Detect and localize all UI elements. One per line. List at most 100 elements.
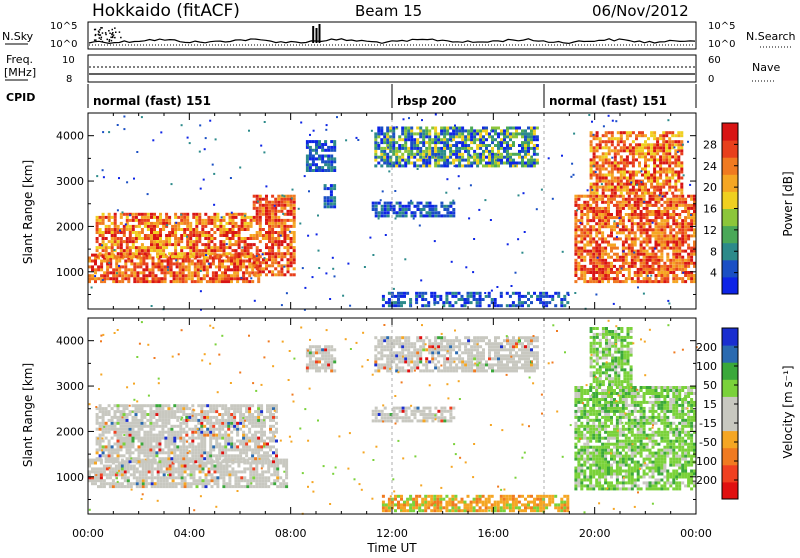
data-cell [635,146,638,149]
data-cell [680,140,683,143]
data-cell [461,153,464,156]
data-cell [253,255,256,258]
data-cell [601,201,604,204]
data-cell [293,210,296,213]
data-cell [270,482,273,485]
data-cell [634,222,637,225]
data-cell [404,127,407,130]
data-cell [675,198,678,201]
data-cell [643,262,646,265]
data-cell [205,485,208,488]
data-cell [109,485,112,488]
data-cell [330,157,333,160]
data-cell [129,231,132,234]
data-cell [154,476,157,479]
data-cell [135,422,138,425]
data-cell [482,141,485,144]
data-cell [407,132,410,135]
data-cell [631,277,634,280]
data-cell [179,274,182,277]
data-cell [114,243,117,246]
data-cell [595,268,598,271]
data-cell [135,419,138,422]
data-cell [333,199,336,202]
data-cell [434,159,437,162]
data-cell [280,228,283,231]
data-cell [143,413,146,416]
data-cell [401,129,404,132]
data-cell [583,250,586,253]
data-cell [406,292,409,295]
data-cell [640,271,643,274]
data-cell [674,189,677,192]
data-cell [124,277,127,280]
data-cell [437,214,440,217]
data-cell [590,131,593,134]
data-cell [500,156,503,159]
data-cell [512,132,515,135]
data-cell [161,416,164,419]
data-cell [637,256,640,259]
data-cell [607,280,610,283]
data-cell [156,246,159,249]
speckle-cell [264,257,266,259]
data-cell [255,476,258,479]
data-cell [265,246,268,249]
data-cell [231,485,234,488]
data-cell [161,434,164,437]
data-cell [152,404,155,407]
data-cell [105,216,108,219]
data-cell [96,246,99,249]
data-cell [577,241,580,244]
data-cell [146,437,149,440]
data-cell [161,422,164,425]
speckle-cell [456,127,458,129]
data-cell [527,292,530,295]
data-cell [680,177,683,180]
data-cell [622,262,625,265]
data-cell [659,168,662,171]
data-cell [164,445,167,448]
data-cell [158,280,161,283]
data-cell [601,247,604,250]
speckle-cell [122,211,124,213]
data-cell [102,407,105,410]
data-cell [274,255,277,258]
data-cell [675,259,678,262]
data-cell [169,482,172,485]
data-cell [595,277,598,280]
data-cell [203,277,206,280]
data-cell [271,243,274,246]
data-cell [324,143,327,146]
speckle-cell [317,215,319,217]
data-cell [206,265,209,268]
data-cell [149,428,152,431]
data-cell [242,280,245,283]
data-cell [533,153,536,156]
data-cell [143,448,146,451]
data-cell [179,454,182,457]
data-cell [577,250,580,253]
data-cell [387,214,390,217]
data-cell [647,192,650,195]
data-cell [287,198,290,201]
data-cell [611,177,614,180]
data-cell [598,277,601,280]
data-cell [105,249,108,252]
data-cell [312,163,315,166]
data-cell [132,252,135,255]
speckle-cell [262,253,264,255]
data-cell [277,195,280,198]
data-cell [156,255,159,258]
data-cell [589,231,592,234]
data-cell [206,271,209,274]
data-cell [443,127,446,130]
data-cell [147,219,150,222]
data-cell [216,470,219,473]
data-cell [620,171,623,174]
data-cell [467,132,470,135]
data-cell [690,277,693,280]
data-cell [198,249,201,252]
data-cell [236,271,239,274]
data-cell [198,237,201,240]
